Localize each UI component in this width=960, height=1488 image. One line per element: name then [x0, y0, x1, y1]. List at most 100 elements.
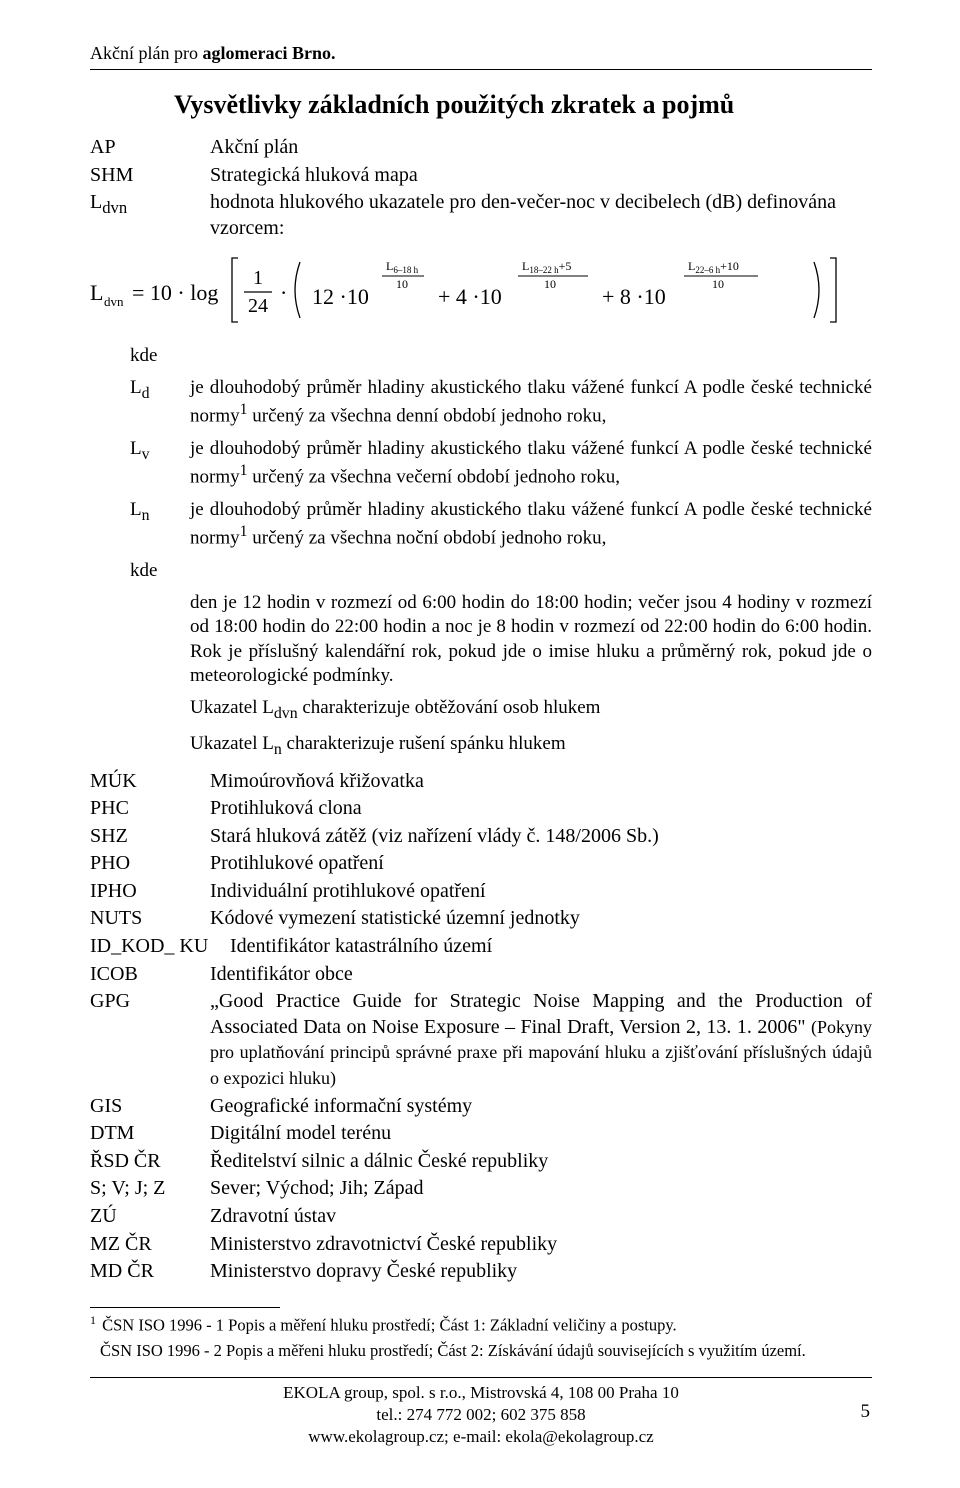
sub-row: Ld je dlouhodobý průměr hladiny akustick…	[130, 376, 872, 429]
footer-line: EKOLA group, spol. s r.o., Mistrovská 4,…	[90, 1382, 872, 1404]
note-paragraph: den je 12 hodin v rozmezí od 6:00 hodin …	[190, 591, 872, 688]
sub-def: je dlouhodobý průměr hladiny akustického…	[190, 498, 872, 551]
def-row: MD ČRMinisterstvo dopravy České republik…	[90, 1259, 872, 1285]
note-paragraph: Ukazatel Ln charakterizuje rušení spánku…	[190, 732, 872, 760]
formula-frac-num: 1	[253, 267, 263, 289]
sub-def: je dlouhodobý průměr hladiny akustického…	[190, 376, 872, 429]
footnote-number: 1	[90, 1313, 96, 1327]
header-prefix: Akční plán pro	[90, 43, 202, 63]
sub-row: Ln je dlouhodobý průměr hladiny akustick…	[130, 498, 872, 551]
def-definition: Ředitelství silnic a dálnic České republ…	[210, 1149, 872, 1175]
def-term: PHC	[90, 796, 210, 822]
def-term: ŘSD ČR	[90, 1149, 210, 1175]
def-definition: Protihlukové opatření	[210, 851, 872, 877]
footnote-text: ČSN ISO 1996 - 2 Popis a měřeni hluku pr…	[100, 1341, 806, 1360]
exp2-bot: 10	[544, 277, 556, 291]
def-row: Ldvn hodnota hlukového ukazatele pro den…	[90, 190, 872, 241]
formula-lhs-sub: dvn	[104, 294, 124, 309]
def-term: ICOB	[90, 962, 210, 988]
footer-line: www.ekolagroup.cz; e-mail: ekola@ekolagr…	[90, 1426, 872, 1448]
formula-plus2: + 8 ·10	[602, 284, 666, 309]
formula: L dvn = 10 · log 1 24 · 12 ·10 L6–18 h 1…	[90, 250, 872, 330]
bracket-left-outer	[232, 258, 238, 322]
running-header: Akční plán pro aglomeraci Brno.	[90, 42, 872, 65]
formula-lhs: L	[90, 280, 103, 305]
def-row: ŘSD ČRŘeditelství silnic a dálnic České …	[90, 1149, 872, 1175]
def-definition: Identifikátor katastrálního území	[230, 934, 872, 960]
exp2-top: L18–22 h+5	[522, 259, 571, 275]
def-row: GISGeografické informační systémy	[90, 1094, 872, 1120]
def-term: MÚK	[90, 769, 210, 795]
sub-term: Ld	[130, 376, 190, 429]
sub-row: kde	[130, 559, 872, 583]
def-term: DTM	[90, 1121, 210, 1147]
note-paragraph: Ukazatel Ldvn charakterizuje obtěžování …	[190, 696, 872, 724]
def-term: S; V; J; Z	[90, 1176, 210, 1202]
def-term: GIS	[90, 1094, 210, 1120]
sub-term: Ln	[130, 498, 190, 551]
def-term: Ldvn	[90, 190, 210, 241]
def-definition: Protihluková clona	[210, 796, 872, 822]
formula-term1: 12 ·10	[312, 284, 369, 309]
def-row: ID_KOD_ KUIdentifikátor katastrálního úz…	[90, 934, 872, 960]
def-term: ID_KOD_ KU	[90, 934, 230, 960]
exp1-top: L6–18 h	[386, 259, 419, 275]
def-row: S; V; J; ZSever; Východ; Jih; Západ	[90, 1176, 872, 1202]
def-term: GPG	[90, 989, 210, 1091]
top-def-list: AP Akční plán SHM Strategická hluková ma…	[90, 135, 872, 241]
footnote-rule	[90, 1307, 280, 1308]
exp1-bot: 10	[396, 277, 408, 291]
footnote: ČSN ISO 1996 - 2 Popis a měřeni hluku pr…	[100, 1339, 872, 1363]
def-definition: Identifikátor obce	[210, 962, 872, 988]
page-number: 5	[861, 1400, 871, 1424]
formula-plus1: + 4 ·10	[438, 284, 502, 309]
header-rule	[90, 69, 872, 70]
header-bold: aglomeraci Brno.	[202, 43, 335, 63]
document-page: Akční plán pro aglomeraci Brno. Vysvětli…	[0, 0, 960, 1488]
def-row: ICOBIdentifikátor obce	[90, 962, 872, 988]
sub-row: Lv je dlouhodobý průměr hladiny akustick…	[130, 437, 872, 490]
page-footer: EKOLA group, spol. s r.o., Mistrovská 4,…	[90, 1382, 872, 1448]
def-definition: Kódové vymezení statistické územní jedno…	[210, 906, 872, 932]
def-term: SHZ	[90, 824, 210, 850]
sub-def-list: kde Ld je dlouhodobý průměr hladiny akus…	[130, 344, 872, 583]
def-row: PHOProtihlukové opatření	[90, 851, 872, 877]
footnote: 1 ČSN ISO 1996 - 1 Popis a měření hluku …	[90, 1312, 872, 1337]
def-definition: Ministerstvo dopravy České republiky	[210, 1259, 872, 1285]
formula-dot: ·	[280, 280, 287, 305]
paren-left	[295, 262, 300, 318]
def-term: MD ČR	[90, 1259, 210, 1285]
def-definition: Ministerstvo zdravotnictví České republi…	[210, 1232, 872, 1258]
def-term: PHO	[90, 851, 210, 877]
def-row: MÚKMimoúrovňová křižovatka	[90, 769, 872, 795]
def-definition: „Good Practice Guide for Strategic Noise…	[210, 989, 872, 1091]
def-row: NUTSKódové vymezení statistické územní j…	[90, 906, 872, 932]
kde-label: kde	[130, 344, 190, 368]
def-definition: Akční plán	[210, 135, 872, 161]
footer-rule	[90, 1377, 872, 1378]
def-definition: Sever; Východ; Jih; Západ	[210, 1176, 872, 1202]
def-row: ZÚZdravotní ústav	[90, 1204, 872, 1230]
sub-row: kde	[130, 344, 872, 368]
def-term: NUTS	[90, 906, 210, 932]
def-definition: Geografické informační systémy	[210, 1094, 872, 1120]
def-definition: Individuální protihlukové opatření	[210, 879, 872, 905]
exp3-top: L22–6 h+10	[688, 259, 739, 275]
def-row: GPG„Good Practice Guide for Strategic No…	[90, 989, 872, 1091]
def-row: AP Akční plán	[90, 135, 872, 161]
sub-def: je dlouhodobý průměr hladiny akustického…	[190, 437, 872, 490]
footnote-text: ČSN ISO 1996 - 1 Popis a měření hluku pr…	[102, 1315, 677, 1334]
def-term: ZÚ	[90, 1204, 210, 1230]
def-definition: Mimoúrovňová křižovatka	[210, 769, 872, 795]
exp3-bot: 10	[712, 277, 724, 291]
paren-right	[814, 262, 819, 318]
def-row: MZ ČRMinisterstvo zdravotnictví České re…	[90, 1232, 872, 1258]
def-definition: Zdravotní ústav	[210, 1204, 872, 1230]
def-row: DTMDigitální model terénu	[90, 1121, 872, 1147]
sub-term: kde	[130, 559, 190, 583]
def-row: PHCProtihluková clona	[90, 796, 872, 822]
bracket-right-outer	[830, 258, 836, 322]
def-term: SHM	[90, 163, 210, 189]
def-term: MZ ČR	[90, 1232, 210, 1258]
sub-term: Lv	[130, 437, 190, 490]
